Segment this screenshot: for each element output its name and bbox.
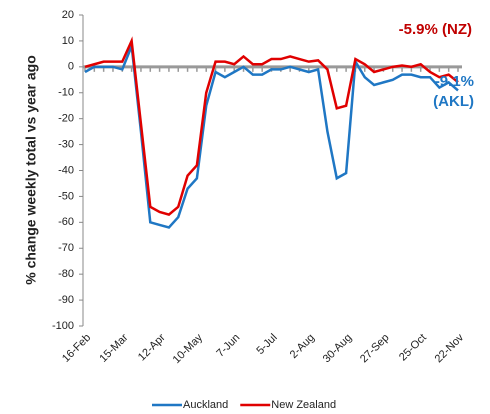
series-line [84, 36, 459, 216]
x-tick-label: 30-Aug [321, 332, 355, 366]
y-tick-label: -100 [52, 320, 74, 332]
x-tick-label: 22-Nov [433, 331, 467, 365]
y-tick-label: 0 [68, 61, 74, 73]
x-tick-label: 10-May [171, 331, 206, 366]
x-tick-label: 25-Oct [397, 332, 429, 364]
y-tick-label: -80 [58, 268, 74, 280]
x-tick-label: 12-Apr [136, 331, 168, 363]
x-tick-label: 7-Jun [214, 332, 242, 360]
annotation: (AKL) [433, 93, 474, 110]
annotation: -9.1% [435, 73, 474, 90]
y-tick-label: -70 [58, 242, 74, 254]
x-tick-label: 5-Jul [254, 332, 279, 357]
annotation: -5.9% (NZ) [399, 21, 472, 38]
series-line [84, 45, 459, 229]
y-tick-label: 20 [62, 9, 74, 21]
y-tick-label: -40 [58, 164, 74, 176]
y-axis-label: % change weekly total vs year ago [23, 55, 39, 285]
y-tick-label: -20 [58, 113, 74, 125]
x-tick-label: 2-Aug [288, 332, 317, 361]
legend-label: Auckland [183, 399, 228, 411]
x-tick-label: 16-Feb [60, 332, 93, 365]
y-tick-label: -10 [58, 87, 74, 99]
y-tick-label: -30 [58, 138, 74, 150]
y-tick-label: -90 [58, 294, 74, 306]
y-tick-label: -50 [58, 190, 74, 202]
legend-label: New Zealand [271, 399, 336, 411]
x-tick-label: 27-Sep [358, 332, 392, 366]
y-tick-label: 10 [62, 35, 74, 47]
y-tick-label: -60 [58, 216, 74, 228]
x-tick-label: 15-Mar [97, 331, 130, 364]
